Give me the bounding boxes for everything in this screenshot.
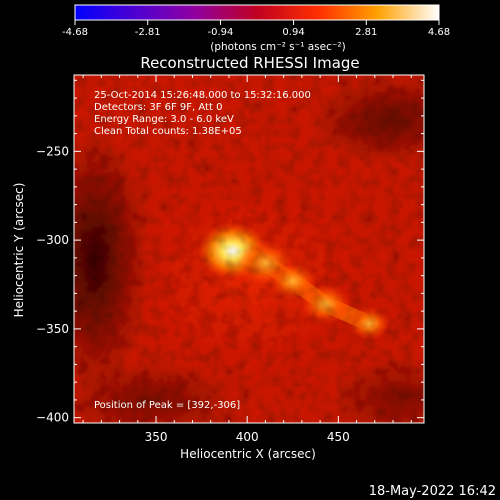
colorbar-ticks: -4.68 -2.81 -0.94 0.94 2.81 4.68 <box>62 20 450 38</box>
colorbar-unit-label: (photons cm⁻² s⁻¹ asec⁻²) <box>210 41 345 53</box>
colorbar-tick-label: -2.81 <box>135 27 161 38</box>
dark-region-bottomright <box>330 355 424 423</box>
y-tick-label: −400 <box>36 411 69 425</box>
axis-ticks: 350 400 450 −250 −300 −350 −400 <box>36 75 424 444</box>
colorbar-tick-label: 4.68 <box>428 27 450 38</box>
timestamp: 18-May-2022 16:42 <box>369 484 496 499</box>
annotation-energy: Energy Range: 3.0 - 6.0 keV <box>94 114 234 125</box>
y-axis-label: Heliocentric Y (arcsec) <box>12 183 26 318</box>
colorbar: -4.68 -2.81 -0.94 0.94 2.81 4.68 (photons cm⁻… <box>62 4 450 53</box>
flare-sources <box>197 222 391 341</box>
colorbar-tick-label: 2.81 <box>355 27 377 38</box>
x-tick-label: 350 <box>145 430 168 444</box>
colorbar-gradient <box>75 5 439 20</box>
colorbar-tick-label: 0.94 <box>282 27 304 38</box>
x-axis-label: Heliocentric X (arcsec) <box>180 447 316 461</box>
x-tick-label: 400 <box>236 430 259 444</box>
annotations: 25-Oct-2014 15:26:48.000 to 15:32:16.000… <box>94 90 311 411</box>
colorbar-tick-label: -0.94 <box>208 27 234 38</box>
y-tick-label: −250 <box>36 144 69 158</box>
heatmap-image <box>74 75 424 423</box>
secondary-source <box>348 306 391 341</box>
annotation-detectors: Detectors: 3F 6F 9F, Att 0 <box>94 102 222 113</box>
y-tick-label: −350 <box>36 322 69 336</box>
x-tick-label: 450 <box>327 430 350 444</box>
annotation-time: 25-Oct-2014 15:26:48.000 to 15:32:16.000 <box>94 90 311 101</box>
plot-title: Reconstructed RHESSI Image <box>140 54 359 72</box>
secondary-source <box>300 284 351 325</box>
annotation-clean: Clean Total counts: 1.38E+05 <box>94 126 242 137</box>
peak-position-label: Position of Peak = [392,-306] <box>94 400 240 411</box>
dark-region-topright <box>310 75 424 165</box>
y-tick-label: −300 <box>36 233 69 247</box>
plot-frame <box>73 74 425 424</box>
colorbar-tick-label: -4.68 <box>62 27 88 38</box>
secondary-source <box>268 261 317 301</box>
